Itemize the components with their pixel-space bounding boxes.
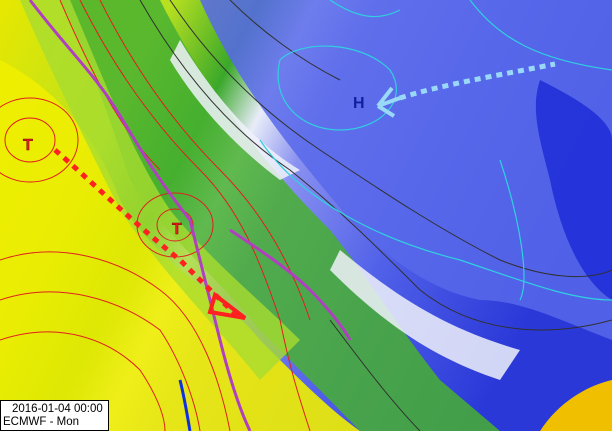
- light-green-band: [20, 0, 300, 380]
- low-pressure-symbol: T: [23, 137, 33, 154]
- white-transition: [170, 40, 520, 380]
- isobars-dark: [139, 0, 612, 431]
- warm-air-region: [0, 60, 360, 431]
- warm-southeast: [540, 380, 612, 431]
- cold-front: [178, 379, 192, 431]
- high-arrow: [376, 86, 401, 118]
- model-label: ECMWF - Mon: [3, 416, 80, 428]
- green-band: [60, 0, 500, 431]
- trough-arrow: [207, 291, 247, 320]
- high-track: [399, 61, 556, 101]
- deep-cold-region: [535, 80, 612, 300]
- high-pressure-symbol: H: [353, 95, 365, 112]
- map-info-box: 2016-01-04 00:00 ECMWF - Mon: [0, 400, 109, 431]
- valid-time: 2016-01-04 00:00: [12, 403, 103, 415]
- occluded-fronts: [28, 0, 352, 431]
- low-pressure-symbol: T: [172, 221, 182, 238]
- cold-air-region: [200, 0, 612, 340]
